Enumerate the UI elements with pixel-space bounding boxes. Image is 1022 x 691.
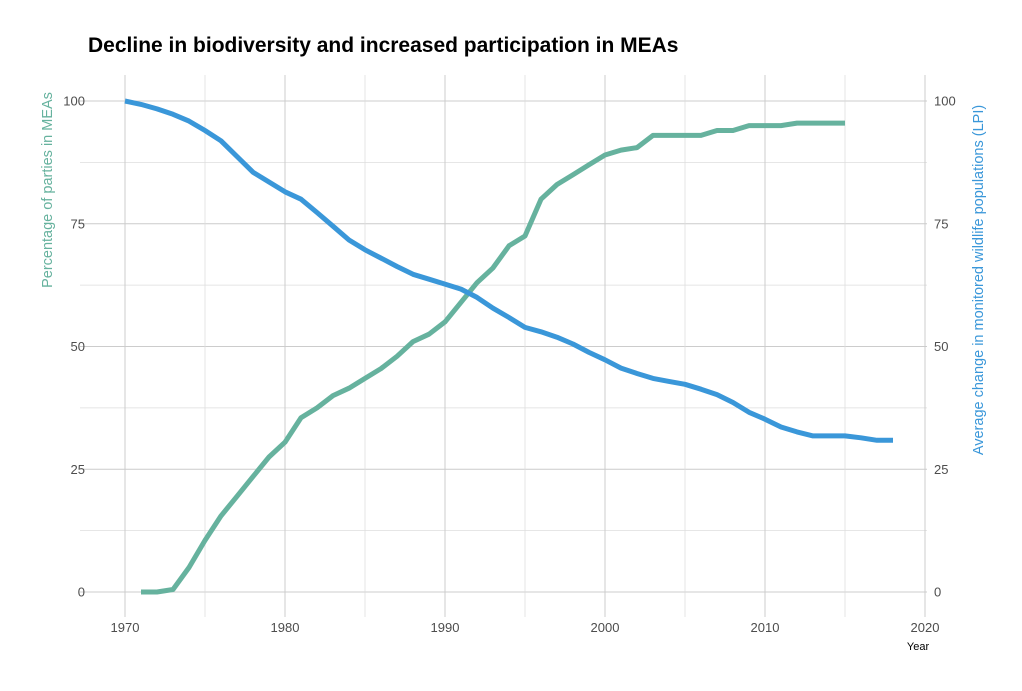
y-tick-label-right: 50 xyxy=(934,339,948,354)
right-axis-title: Average change in monitored wildlife pop… xyxy=(971,105,987,455)
x-axis-title: Year xyxy=(907,641,930,653)
y-tick-label-right: 100 xyxy=(934,94,956,109)
chart-title: Decline in biodiversity and increased pa… xyxy=(88,34,679,57)
y-tick-label-left: 50 xyxy=(71,339,85,354)
x-tick-label: 1980 xyxy=(271,620,300,635)
x-tick-label: 2010 xyxy=(751,620,780,635)
x-tick-label: 1970 xyxy=(111,620,140,635)
y-tick-label-left: 0 xyxy=(78,585,85,600)
y-tick-label-left: 25 xyxy=(71,462,85,477)
series-lines xyxy=(124,98,893,595)
x-tick-label: 1990 xyxy=(431,620,460,635)
tick-labels: 0 0 25 25 50 50 75 75 100 100 1970 1980 1990 2000 2010… xyxy=(63,94,955,636)
x-tick-label: 2020 xyxy=(911,620,940,635)
series-line-lpi xyxy=(124,98,893,443)
y-tick-label-left: 100 xyxy=(63,94,85,109)
y-tick-label-right: 25 xyxy=(934,462,948,477)
left-axis-title: Percentage of parties in MEAs xyxy=(40,92,56,288)
y-tick-label-right: 75 xyxy=(934,216,948,231)
x-tick-label: 2000 xyxy=(591,620,620,635)
y-tick-label-right: 0 xyxy=(934,585,941,600)
series-line-mea-participation xyxy=(141,120,845,595)
grid-lines xyxy=(80,75,927,617)
y-tick-label-left: 75 xyxy=(71,216,85,231)
